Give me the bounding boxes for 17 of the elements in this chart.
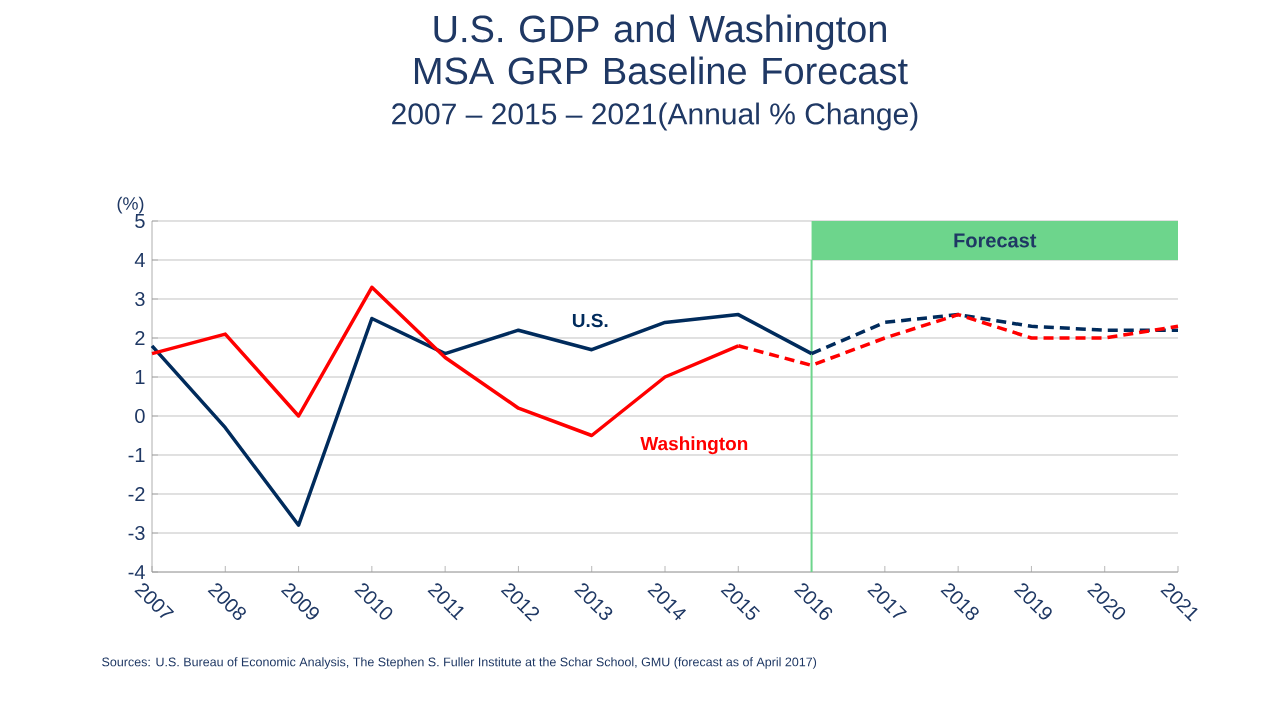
y-tick-label: -1 <box>128 448 145 462</box>
y-tick-label: 5 <box>135 214 145 228</box>
y-tick-label: 0 <box>135 408 145 424</box>
y-tick-label: -2 <box>128 487 145 501</box>
y-tick-label: -4 <box>128 565 145 579</box>
y-tick-label: 2 <box>135 331 145 345</box>
y-tick-label: -3 <box>128 525 145 541</box>
source-note: Sources: U.S. Bureau of Economic Analysis, The Stephen S. Fuller Institute at the Schar School, GMU (forecast as of April 2017) <box>102 657 817 669</box>
y-axis-title: (%) <box>117 196 144 214</box>
series-label: Washington <box>640 436 748 455</box>
chart-title: U.S. GDP and Washington MSA GRP Baseline Forecast <box>414 14 908 85</box>
y-tick-label: 4 <box>134 253 145 267</box>
y-tick-label: 1 <box>135 370 145 384</box>
chart-subtitle: 2007 – 2015 – 2021(Annual % Change) <box>392 102 918 131</box>
series-label: U.S. <box>572 313 608 328</box>
band-label: Forecast <box>954 233 1037 248</box>
y-tick-label: 3 <box>135 291 145 307</box>
